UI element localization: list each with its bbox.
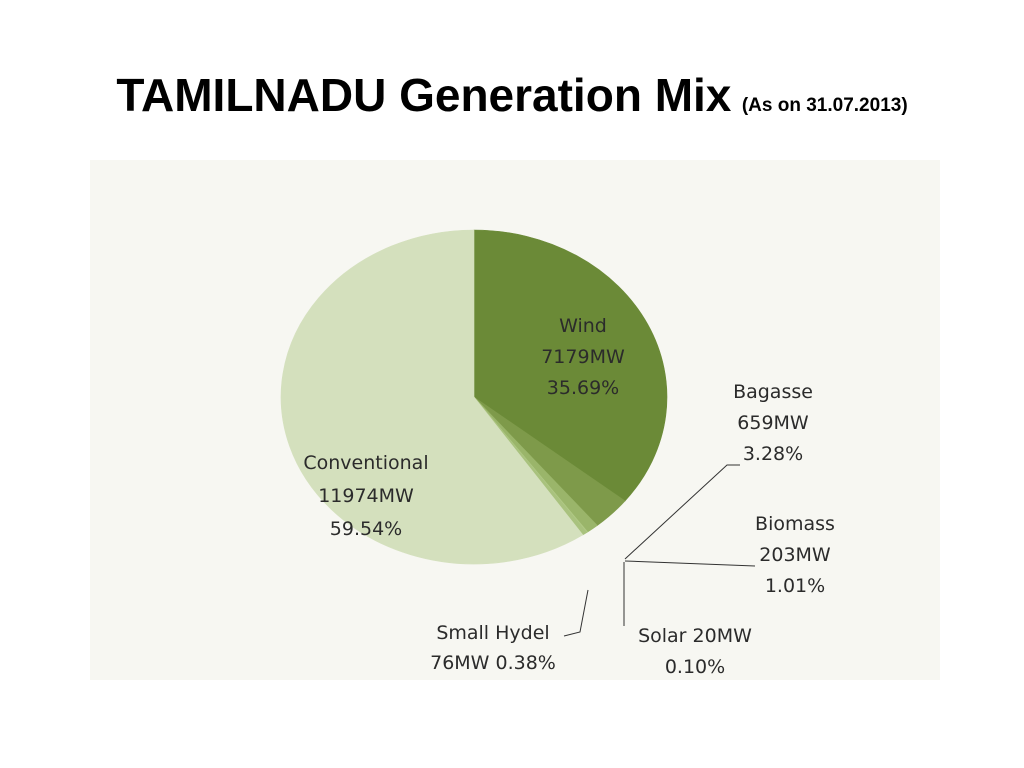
data-label-line: 203MW [759,544,831,566]
leader-line-bagasse [624,464,740,560]
chart-title: TAMILNADU Generation Mix [116,69,732,121]
data-label-line: Conventional [303,452,428,474]
chart-subtitle: (As on 31.07.2013) [741,95,908,116]
data-label-small-hydel: Small Hydel 76MW 0.38% [430,622,556,674]
data-label-conventional: Conventional 11974MW 59.54% [303,452,428,540]
page-title: TAMILNADU Generation Mix (As on 31.07.20… [0,68,1024,122]
pie-slice-conventional [280,229,584,565]
data-label-biomass: Biomass 203MW 1.01% [755,513,835,597]
data-label-line: 35.69% [547,377,619,399]
data-label-line: 3.28% [743,443,803,465]
data-label-line: Biomass [755,513,835,535]
data-label-wind: Wind 7179MW 35.69% [541,315,625,399]
data-label-line: 0.10% [665,656,725,678]
data-label-line: 11974MW [318,485,414,507]
pie-slice-wind [473,229,668,502]
leader-line-small-hydel [563,589,589,637]
data-label-line: Solar 20MW [638,625,752,647]
data-label-line: Bagasse [733,381,813,403]
pie-chart: Wind 7179MW 35.69% Bagasse 659MW 3.28% Biomass… [280,229,835,678]
data-label-line: 659MW [737,412,809,434]
data-label-line: Small Hydel [436,622,549,644]
data-label-line: 59.54% [330,518,402,540]
data-label-bagasse: Bagasse 659MW 3.28% [733,381,813,465]
data-label-line: 76MW 0.38% [430,652,556,674]
data-label-line: Wind [559,315,607,337]
leader-line-biomass [624,560,756,567]
data-label-line: 7179MW [541,346,625,368]
data-label-line: 1.01% [765,575,825,597]
data-label-solar: Solar 20MW 0.10% [638,625,752,678]
